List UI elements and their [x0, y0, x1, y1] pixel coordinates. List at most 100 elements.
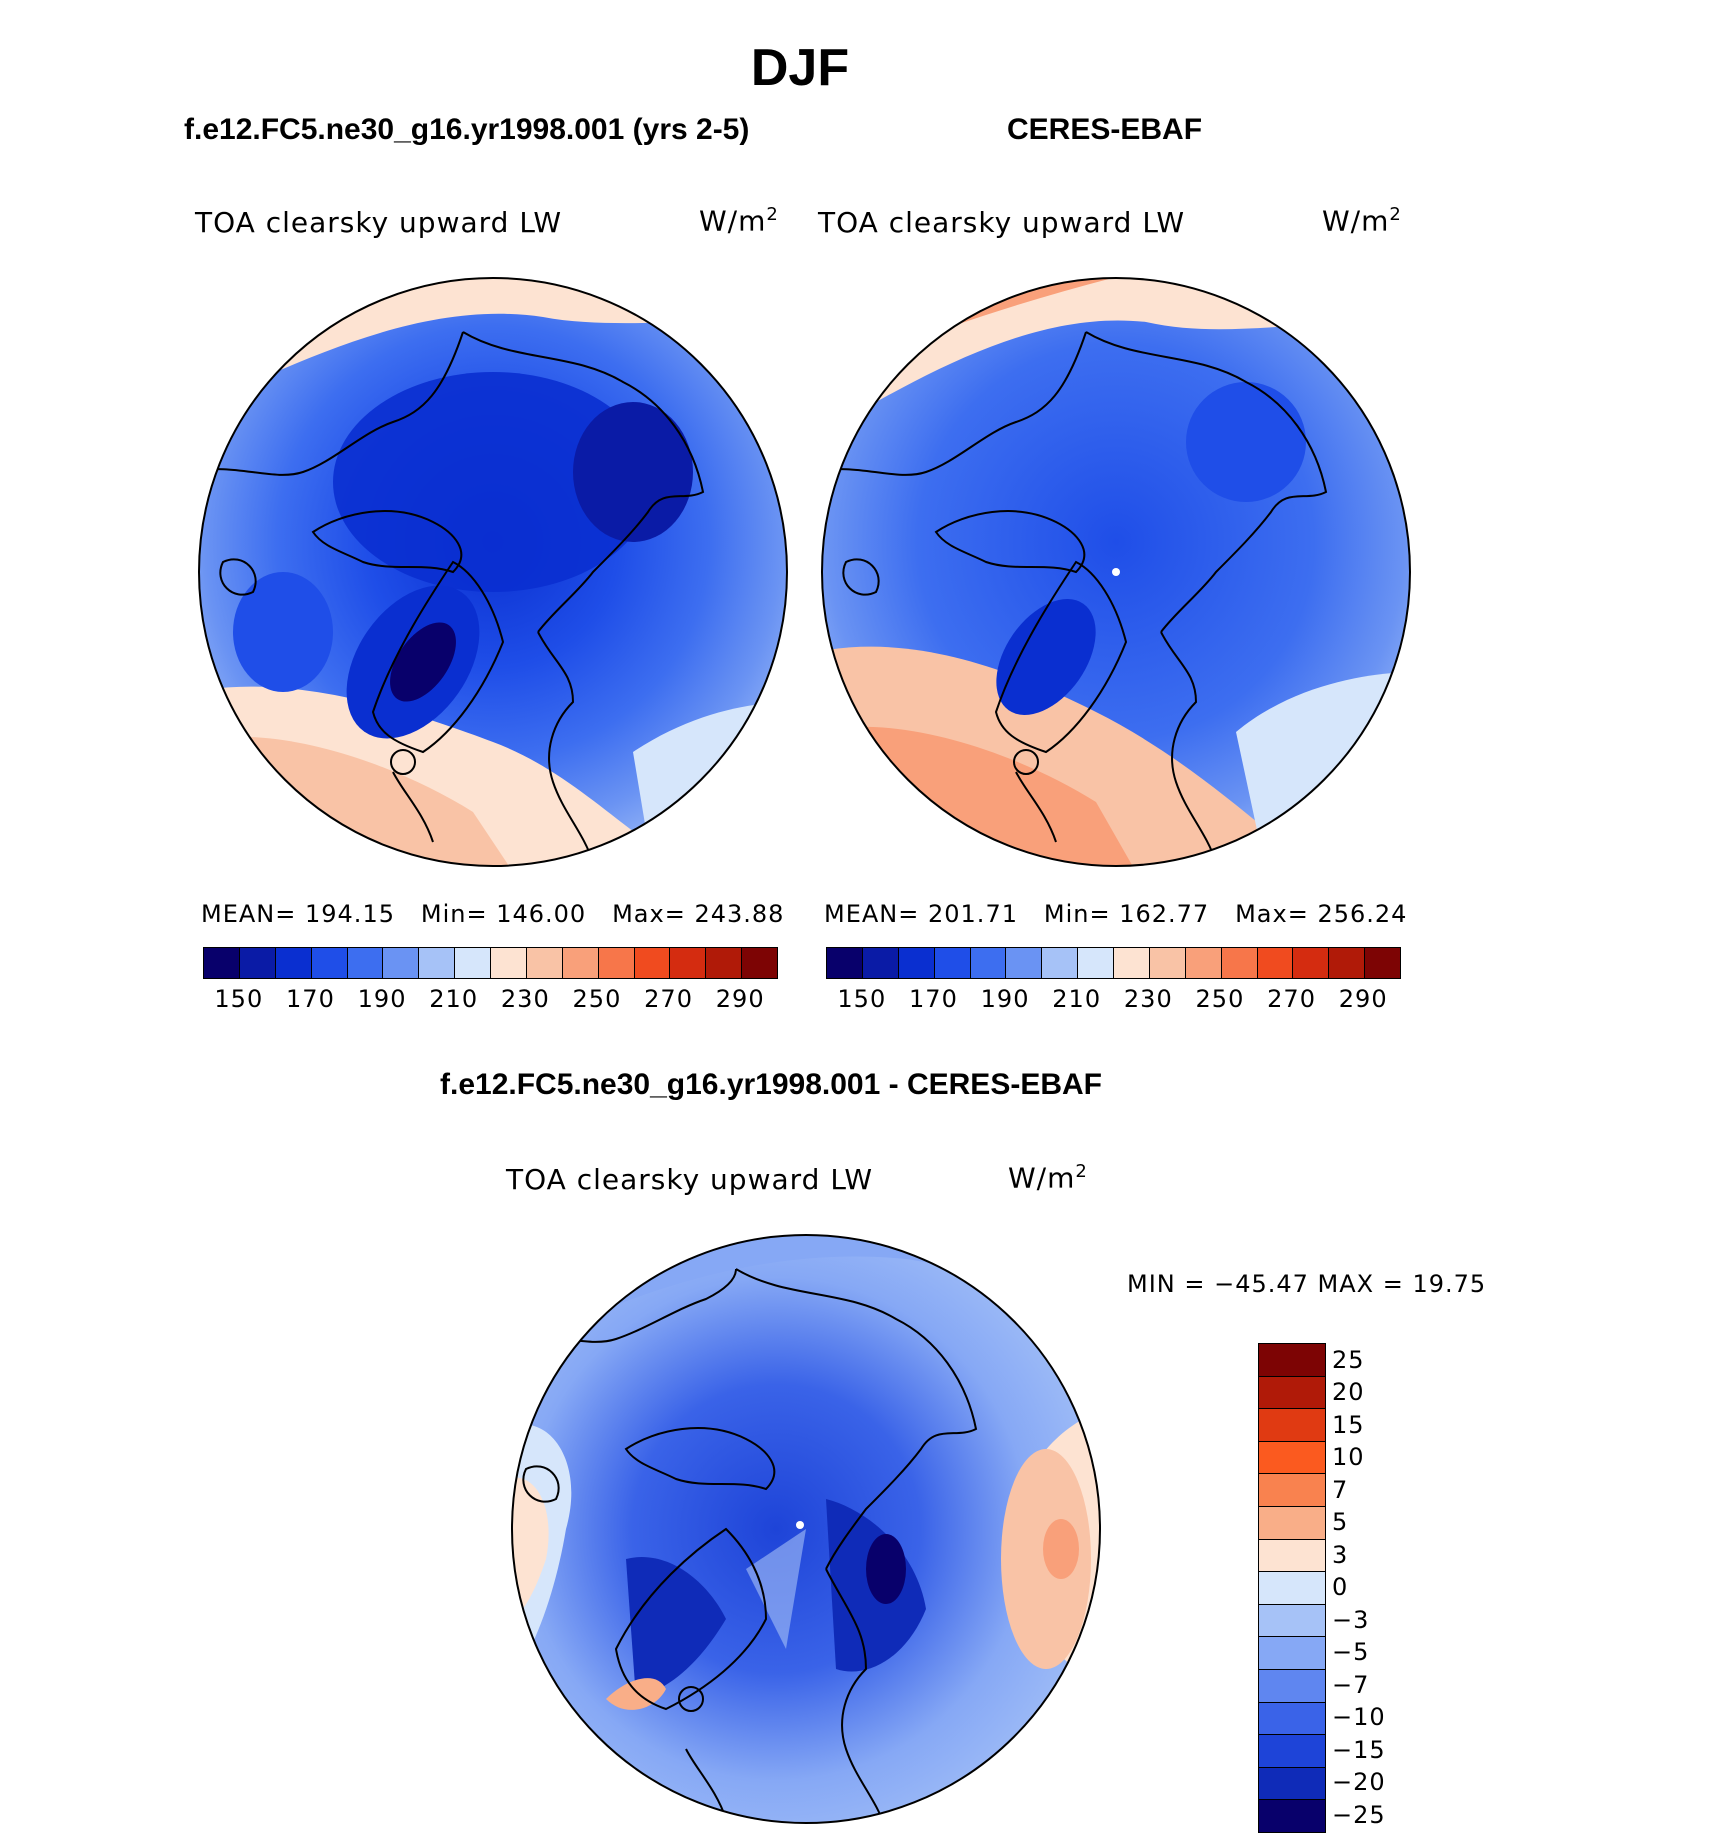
model-polar-map: [198, 277, 788, 867]
colorbar-tick-label: −3: [1332, 1605, 1370, 1634]
colorbar-segment: [1259, 1441, 1325, 1475]
diff-panel-title: f.e12.FC5.ne30_g16.yr1998.001 - CERES-EB…: [440, 1068, 1102, 1101]
colorbar-tick-label: 10: [1332, 1443, 1365, 1472]
colorbar-tick-label: −7: [1332, 1670, 1370, 1699]
main-title: DJF: [750, 39, 850, 97]
colorbar-tick-label: 15: [1332, 1410, 1365, 1439]
colorbar-tick-label: 170: [909, 985, 958, 1013]
colorbar-segment: [1257, 948, 1294, 978]
obs-variable-label: TOA clearsky upward LW: [818, 206, 1186, 239]
colorbar-tick-label: 170: [286, 985, 335, 1013]
diff-colorbar-ticks: 25 20 15 10 7 5 3 0 −3 −5 −7 −10 −15 −20 −25: [1332, 1343, 1432, 1831]
colorbar-segment: [1259, 1800, 1325, 1832]
colorbar-tick-label: 290: [1338, 985, 1388, 1013]
colorbar-tick-label: 190: [357, 985, 407, 1013]
colorbar-segment: [347, 948, 384, 978]
colorbar-tick-label: −5: [1332, 1638, 1370, 1667]
colorbar-tick-label: 190: [980, 985, 1030, 1013]
colorbar-tick-label: 250: [572, 985, 622, 1013]
colorbar-segment: [526, 948, 563, 978]
diff-units-label: W/m2: [1008, 1161, 1088, 1195]
obs-polar-map: [821, 277, 1411, 867]
colorbar-tick-label: 270: [1267, 985, 1316, 1013]
model-stats: MEAN= 194.15 Min= 146.00 Max= 243.88: [201, 900, 785, 928]
colorbar-tick-label: −10: [1332, 1703, 1386, 1732]
diff-polar-map: [511, 1234, 1101, 1824]
colorbar-segment: [419, 948, 456, 978]
colorbar-segment: [1259, 1735, 1325, 1768]
diff-variable-label: TOA clearsky upward LW: [506, 1163, 874, 1196]
diff-min-max: MIN = −45.47 MAX = 19.75: [1127, 1270, 1487, 1298]
colorbar-segment: [1185, 948, 1222, 978]
colorbar-segment: [1042, 948, 1079, 978]
colorbar-segment: [1006, 948, 1043, 978]
colorbar-segment: [311, 948, 348, 978]
colorbar-segment: [1293, 948, 1330, 978]
colorbar-tick-label: 210: [1052, 985, 1102, 1013]
colorbar-segment: [239, 948, 276, 978]
colorbar-segment: [742, 948, 777, 978]
colorbar-segment: [562, 948, 599, 978]
colorbar-tick-label: −15: [1332, 1735, 1386, 1764]
model-field: [199, 278, 787, 866]
colorbar-segment: [934, 948, 971, 978]
colorbar-segment: [204, 948, 240, 978]
colorbar-segment: [455, 948, 491, 978]
colorbar-segment: [827, 948, 863, 978]
colorbar-segment: [1259, 1767, 1325, 1801]
colorbar-segment: [1259, 1506, 1325, 1540]
colorbar-segment: [970, 948, 1007, 978]
colorbar-tick-label: 230: [500, 985, 550, 1013]
obs-panel-title: CERES-EBAF: [1007, 113, 1203, 146]
model-colorbar-ticks: 150 170 190 210 230 250 270 290: [203, 985, 776, 1015]
colorbar-tick-label: 230: [1123, 985, 1173, 1013]
colorbar-tick-label: 270: [644, 985, 693, 1013]
colorbar-segment: [1259, 1702, 1325, 1736]
model-coastlines: [199, 331, 705, 863]
colorbar-segment: [1259, 1409, 1325, 1442]
colorbar-segment: [898, 948, 935, 978]
obs-coastlines: [822, 331, 1328, 863]
model-panel-title: f.e12.FC5.ne30_g16.yr1998.001 (yrs 2-5): [184, 113, 750, 146]
colorbar-tick-label: 5: [1332, 1508, 1349, 1537]
colorbar-segment: [598, 948, 635, 978]
colorbar-segment: [1078, 948, 1114, 978]
colorbar-tick-label: 25: [1332, 1345, 1365, 1374]
colorbar-tick-label: 250: [1195, 985, 1245, 1013]
colorbar-segment: [491, 948, 527, 978]
colorbar-segment: [1149, 948, 1186, 978]
colorbar-tick-label: −25: [1332, 1801, 1386, 1829]
obs-colorbar-ticks: 150 170 190 210 230 250 270 290: [826, 985, 1399, 1015]
colorbar-tick-label: 3: [1332, 1540, 1349, 1569]
colorbar-segment: [706, 948, 743, 978]
colorbar-segment: [1259, 1669, 1325, 1703]
colorbar-tick-label: −20: [1332, 1768, 1386, 1797]
colorbar-tick-label: 210: [429, 985, 479, 1013]
colorbar-segment: [275, 948, 312, 978]
colorbar-segment: [1259, 1572, 1325, 1605]
colorbar-segment: [1259, 1539, 1325, 1573]
colorbar-segment: [1329, 948, 1366, 978]
colorbar-segment: [1259, 1604, 1325, 1638]
model-colorbar: [203, 947, 778, 979]
diff-field: [512, 1235, 1100, 1823]
colorbar-tick-label: 150: [837, 985, 887, 1013]
obs-colorbar: [826, 947, 1401, 979]
colorbar-tick-label: 290: [715, 985, 765, 1013]
colorbar-segment: [1365, 948, 1400, 978]
colorbar-segment: [383, 948, 420, 978]
diff-colorbar: [1258, 1343, 1326, 1833]
colorbar-segment: [1259, 1344, 1325, 1377]
colorbar-segment: [1259, 1474, 1325, 1507]
colorbar-segment: [634, 948, 671, 978]
obs-units-label: W/m2: [1322, 204, 1402, 238]
colorbar-segment: [1114, 948, 1150, 978]
obs-stats: MEAN= 201.71 Min= 162.77 Max= 256.24: [824, 900, 1408, 928]
colorbar-segment: [1259, 1376, 1325, 1410]
colorbar-tick-label: 150: [214, 985, 264, 1013]
colorbar-segment: [1259, 1637, 1325, 1670]
colorbar-tick-label: 0: [1332, 1573, 1349, 1602]
colorbar-tick-label: 7: [1332, 1475, 1349, 1504]
colorbar-segment: [862, 948, 899, 978]
model-units-label: W/m2: [699, 204, 779, 238]
